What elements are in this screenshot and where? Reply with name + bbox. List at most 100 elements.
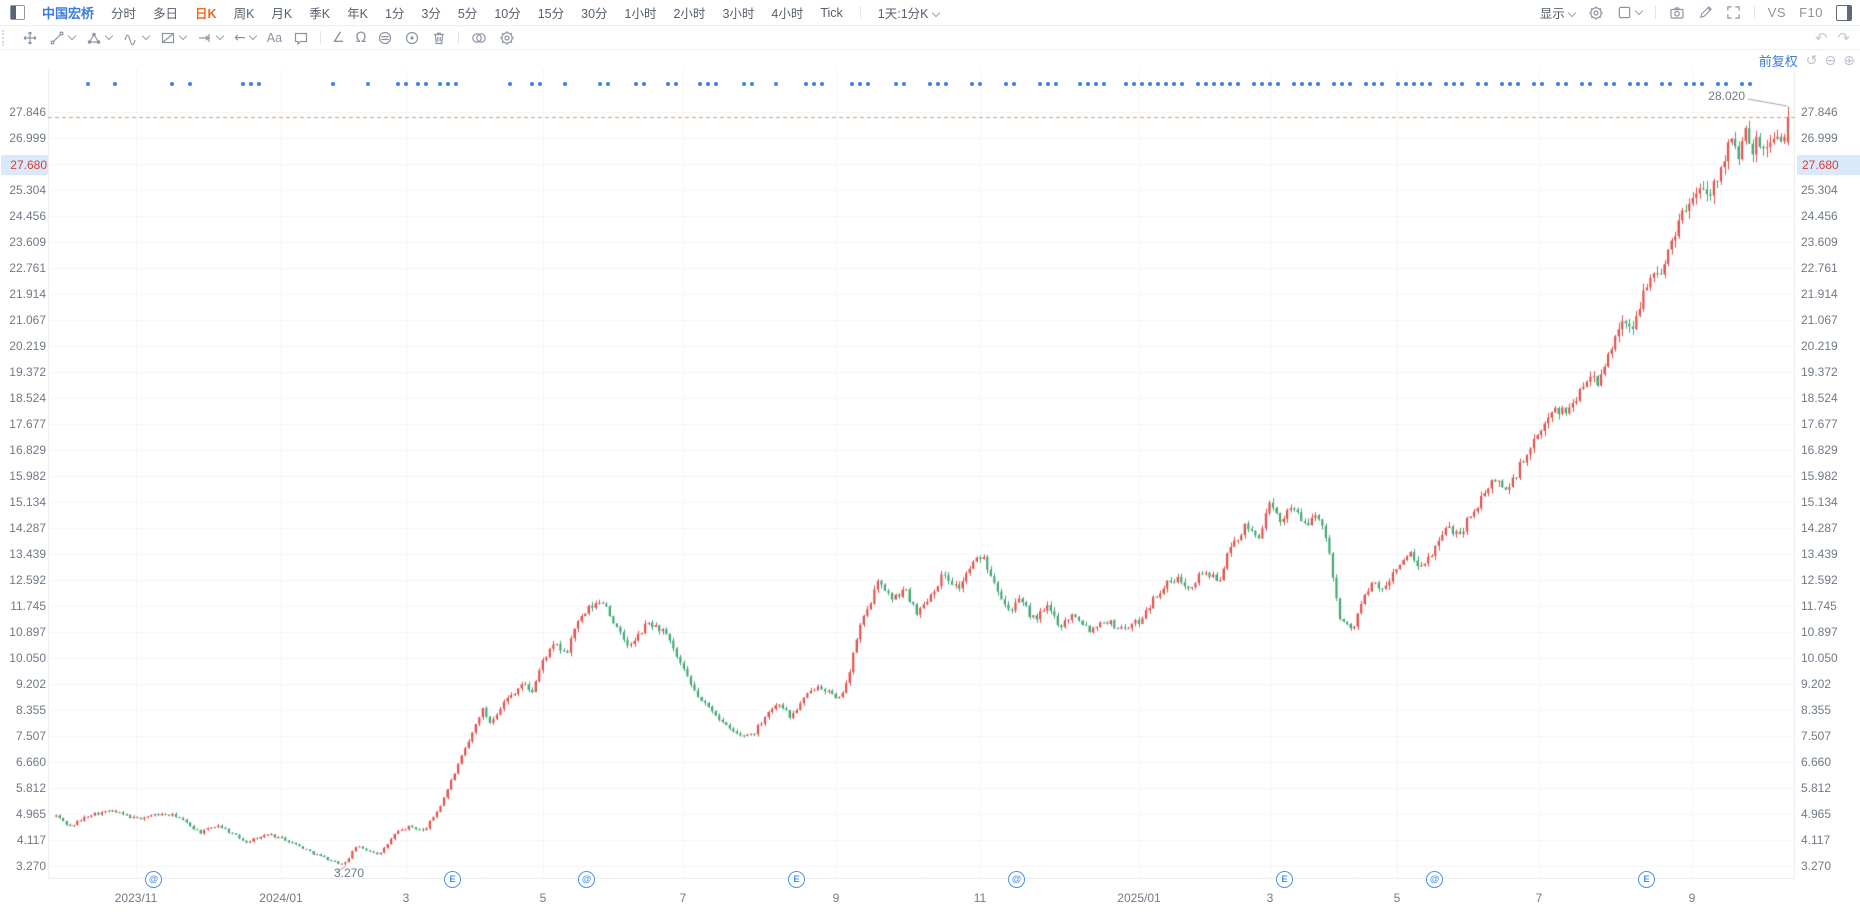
- pattern-tool-dropdown[interactable]: [160, 30, 188, 46]
- announcement-dot[interactable]: [1484, 82, 1488, 86]
- redo-icon[interactable]: ↷: [1837, 28, 1850, 47]
- announcement-dot[interactable]: [563, 82, 567, 86]
- announcement-dot[interactable]: [1332, 82, 1336, 86]
- announcement-dot[interactable]: [674, 82, 678, 86]
- announcement-dot[interactable]: [1054, 82, 1058, 86]
- period-tab-4小时[interactable]: 4小时: [771, 7, 804, 21]
- announcement-dot[interactable]: [812, 82, 816, 86]
- announcement-dot[interactable]: [970, 82, 974, 86]
- announcement-dot[interactable]: [416, 82, 420, 86]
- toolbar-drag-handle[interactable]: [2, 29, 14, 46]
- period-tab-多日[interactable]: 多日: [153, 7, 179, 21]
- announcement-dot[interactable]: [1276, 82, 1280, 86]
- event-marker-earnings[interactable]: E: [788, 871, 805, 888]
- shape-tool-dropdown[interactable]: [86, 30, 114, 46]
- announcement-dot[interactable]: [714, 82, 718, 86]
- announcement-dot[interactable]: [1148, 82, 1152, 86]
- period-tab-分时[interactable]: 分时: [111, 7, 137, 21]
- announcement-dot[interactable]: [634, 82, 638, 86]
- announcement-dot[interactable]: [1460, 82, 1464, 86]
- candlestick-canvas[interactable]: [48, 69, 1795, 879]
- announcement-dot[interactable]: [1180, 82, 1184, 86]
- announcement-dot[interactable]: [1420, 82, 1424, 86]
- announcement-dot[interactable]: [1046, 82, 1050, 86]
- announcement-dot[interactable]: [1380, 82, 1384, 86]
- announcement-dot[interactable]: [1628, 82, 1632, 86]
- announcement-dot[interactable]: [742, 82, 746, 86]
- announcement-dot[interactable]: [894, 82, 898, 86]
- f10-info-button[interactable]: F10: [1799, 5, 1823, 20]
- screenshot-camera-icon[interactable]: [1669, 5, 1685, 21]
- announcement-dot[interactable]: [1236, 82, 1240, 86]
- period-tab-周K[interactable]: 周K: [233, 7, 255, 21]
- announcement-dot[interactable]: [1404, 82, 1408, 86]
- announcement-dot[interactable]: [944, 82, 948, 86]
- announcement-dot[interactable]: [1612, 82, 1616, 86]
- announcement-dot[interactable]: [1308, 82, 1312, 86]
- announcement-dot[interactable]: [642, 82, 646, 86]
- announcement-dot[interactable]: [1164, 82, 1168, 86]
- announcement-dot[interactable]: [1532, 82, 1536, 86]
- announcement-dot[interactable]: [1268, 82, 1272, 86]
- announcement-dot[interactable]: [1124, 82, 1128, 86]
- reset-zoom-icon[interactable]: ↺: [1805, 52, 1818, 69]
- announcement-dot[interactable]: [1556, 82, 1560, 86]
- announcement-dot[interactable]: [1692, 82, 1696, 86]
- announcement-dot[interactable]: [249, 82, 253, 86]
- period-tab-10分[interactable]: 10分: [494, 7, 521, 21]
- announcement-dot[interactable]: [606, 82, 610, 86]
- event-marker-earnings[interactable]: E: [1276, 871, 1293, 888]
- announcement-dot[interactable]: [1508, 82, 1512, 86]
- extend-line-tool-dropdown[interactable]: [197, 30, 225, 46]
- period-tab-年K[interactable]: 年K: [347, 7, 368, 21]
- period-tab-日K[interactable]: 日K: [195, 7, 217, 21]
- announcement-dot[interactable]: [1540, 82, 1544, 86]
- announcement-dot[interactable]: [598, 82, 602, 86]
- announcement-dot[interactable]: [170, 82, 174, 86]
- period-tab-3分[interactable]: 3分: [421, 7, 441, 21]
- announcement-dot[interactable]: [978, 82, 982, 86]
- period-tab-季K[interactable]: 季K: [309, 7, 331, 21]
- comment-bubble-icon[interactable]: [293, 30, 309, 46]
- announcement-dot[interactable]: [1094, 82, 1098, 86]
- announcement-dot[interactable]: [1516, 82, 1520, 86]
- adjustment-mode-button[interactable]: 前复权: [1758, 54, 1798, 69]
- announcement-dot[interactable]: [188, 82, 192, 86]
- announcement-dot[interactable]: [1348, 82, 1352, 86]
- trendline-tool-dropdown[interactable]: [49, 30, 77, 46]
- announcement-dot[interactable]: [396, 82, 400, 86]
- announcement-dot[interactable]: [1700, 82, 1704, 86]
- delete-trash-icon[interactable]: [431, 30, 447, 46]
- announcement-dot[interactable]: [331, 82, 335, 86]
- announcement-dot[interactable]: [1292, 82, 1296, 86]
- announcement-dot[interactable]: [1012, 82, 1016, 86]
- announcement-dot[interactable]: [1372, 82, 1376, 86]
- announcement-dot[interactable]: [1428, 82, 1432, 86]
- announcement-dot[interactable]: [257, 82, 261, 86]
- period-tab-1小时[interactable]: 1小时: [624, 7, 657, 21]
- announcement-dot[interactable]: [774, 82, 778, 86]
- event-marker-earnings[interactable]: E: [444, 871, 461, 888]
- announcement-dot[interactable]: [1172, 82, 1176, 86]
- announcement-dot[interactable]: [1444, 82, 1448, 86]
- announcement-dot[interactable]: [666, 82, 670, 86]
- vs-compare-button[interactable]: VS: [1767, 5, 1787, 20]
- fullscreen-expand-icon[interactable]: [1726, 5, 1741, 20]
- side-panel-toggle-icon[interactable]: [1836, 4, 1852, 21]
- announcement-dot[interactable]: [1004, 82, 1008, 86]
- period-tab-1分[interactable]: 1分: [384, 7, 405, 21]
- announcement-dot[interactable]: [1716, 82, 1720, 86]
- announcement-dot[interactable]: [1316, 82, 1320, 86]
- event-marker-earnings[interactable]: E: [1638, 871, 1655, 888]
- announcement-dot[interactable]: [404, 82, 408, 86]
- period-tab-5分[interactable]: 5分: [457, 7, 478, 21]
- zoom-in-icon[interactable]: ⊕: [1843, 52, 1855, 69]
- text-tool[interactable]: Aa: [266, 30, 283, 45]
- announcement-dot[interactable]: [804, 82, 808, 86]
- edit-pencil-icon[interactable]: [1698, 5, 1713, 20]
- announcement-dot[interactable]: [454, 82, 458, 86]
- announcement-dot[interactable]: [1580, 82, 1584, 86]
- period-tab-15分[interactable]: 15分: [537, 7, 565, 21]
- angle-tool-icon[interactable]: ∠: [332, 29, 345, 46]
- settings-gear-icon[interactable]: [1588, 5, 1604, 21]
